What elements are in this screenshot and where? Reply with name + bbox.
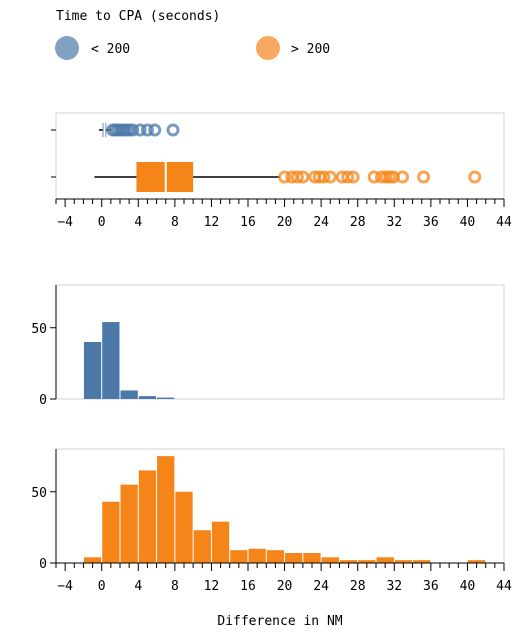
histogram-bar-gt-200 (120, 484, 138, 563)
histogram-x-axis: −4 0 4 8 12 16 20 24 28 32 36 40 44 (55, 562, 512, 594)
outlier-point-gt-200 (296, 170, 310, 184)
histogram-bar-gt-200 (394, 560, 413, 563)
boxplot-x-tick-label: 28 (350, 215, 366, 230)
outlier-point-lt-200 (166, 123, 180, 137)
histogram-x-tick-label: 28 (350, 579, 366, 594)
histogram-bar-gt-200 (83, 557, 102, 563)
histogram-bar-gt-200 (193, 530, 211, 563)
outlier-point-gt-200 (341, 170, 355, 184)
outlier-point-gt-200 (374, 170, 388, 184)
outlier-point-gt-200 (367, 170, 381, 184)
y-tick-label-gt-200: 50 (31, 486, 47, 501)
histogram-bar-gt-200 (339, 560, 358, 563)
histogram-bar-gt-200 (266, 550, 285, 563)
histogram-panel-lt-200: 0 50 (31, 284, 505, 408)
boxplot-x-tick-label: 24 (313, 215, 329, 230)
legend-swatch-gt-200 (256, 36, 280, 60)
histogram-y-axis-gt-200: 0 50 (31, 449, 57, 572)
histogram-x-tick-label: 12 (204, 579, 220, 594)
histogram-bar-gt-200 (175, 491, 193, 563)
histogram-bar-gt-200 (413, 560, 431, 563)
histogram-bar-gt-200 (303, 553, 321, 563)
histogram-x-tick-label: 40 (460, 579, 476, 594)
histogram-bar-gt-200 (157, 456, 175, 563)
boxplot-x-tick-label: 12 (204, 215, 220, 230)
histogram-bar-lt-200 (83, 342, 102, 399)
boxplot-x-tick-label: 0 (98, 215, 106, 230)
boxplot-x-tick-label: 16 (240, 215, 256, 230)
histogram-frame-lt-200 (55, 284, 505, 400)
histogram-bar-gt-200 (138, 470, 157, 563)
histogram-x-tick-label: −4 (57, 579, 73, 594)
histogram-panel-gt-200: 0 50 −4 0 4 8 12 16 20 24 28 32 36 40 44 (31, 448, 512, 594)
boxplot-x-tick-label: 8 (171, 215, 179, 230)
outlier-point-gt-200 (396, 170, 410, 184)
histogram-bar-gt-200 (321, 557, 339, 563)
legend-swatch-lt-200 (55, 36, 79, 60)
histogram-y-axis-lt-200: 0 50 (31, 285, 57, 408)
histogram-bar-lt-200 (120, 390, 138, 399)
boxplot-x-tick-label: 44 (496, 215, 512, 230)
outlier-point-gt-200 (290, 170, 304, 184)
y-tick-label-lt-200: 0 (39, 393, 47, 408)
histogram-bar-gt-200 (248, 548, 266, 563)
boxplot-x-tick-label: −4 (57, 215, 73, 230)
outlier-point-gt-200 (468, 170, 482, 184)
legend-label-lt-200: < 200 (91, 42, 130, 57)
x-axis-title: Difference in NM (217, 614, 342, 629)
histogram-x-tick-label: 4 (134, 579, 142, 594)
outlier-point-lt-200 (133, 123, 147, 137)
histogram-x-tick-label: 44 (496, 579, 512, 594)
histogram-bar-gt-200 (285, 553, 303, 563)
histogram-bar-gt-200 (230, 550, 248, 563)
boxplot-x-tick-label: 20 (277, 215, 293, 230)
boxplot-panel: −4 0 4 8 12 16 20 24 28 32 36 40 44 (51, 112, 512, 230)
outlier-point-lt-200 (148, 123, 162, 137)
y-tick-label-gt-200: 0 (39, 557, 47, 572)
histogram-x-tick-label: 36 (423, 579, 439, 594)
histogram-bar-gt-200 (102, 501, 120, 563)
outlier-point-gt-200 (323, 170, 337, 184)
outlier-point-gt-200 (346, 170, 360, 184)
outlier-point-lt-200 (126, 123, 140, 137)
histogram-bar-lt-200 (157, 397, 175, 399)
histogram-x-tick-label: 24 (313, 579, 329, 594)
boxplot-x-tick-label: 40 (460, 215, 476, 230)
outlier-point-lt-200 (140, 123, 154, 137)
y-tick-label-lt-200: 50 (31, 322, 47, 337)
histogram-bar-gt-200 (358, 560, 376, 563)
histogram-bar-gt-200 (376, 557, 394, 563)
boxplot-x-tick-label: 36 (423, 215, 439, 230)
boxplot-x-tick-label: 32 (386, 215, 402, 230)
legend: Time to CPA (seconds) < 200 > 200 (55, 9, 330, 60)
outlier-point-gt-200 (317, 170, 331, 184)
outlier-point-gt-200 (417, 170, 431, 184)
histogram-x-tick-label: 32 (386, 579, 402, 594)
legend-label-gt-200: > 200 (291, 42, 330, 57)
boxplot-x-tick-label: 4 (134, 215, 142, 230)
boxplot-x-axis: −4 0 4 8 12 16 20 24 28 32 36 40 44 (55, 198, 512, 230)
histogram-x-tick-label: 16 (240, 579, 256, 594)
histogram-bar-gt-200 (211, 521, 230, 563)
histogram-bar-gt-200 (467, 560, 486, 563)
histogram-x-tick-label: 20 (277, 579, 293, 594)
histogram-x-tick-label: 8 (171, 579, 179, 594)
histogram-x-tick-label: 0 (98, 579, 106, 594)
histogram-bar-lt-200 (138, 396, 157, 399)
outlier-point-gt-200 (278, 170, 292, 184)
legend-title: Time to CPA (seconds) (56, 9, 220, 24)
histogram-bar-lt-200 (102, 322, 120, 399)
